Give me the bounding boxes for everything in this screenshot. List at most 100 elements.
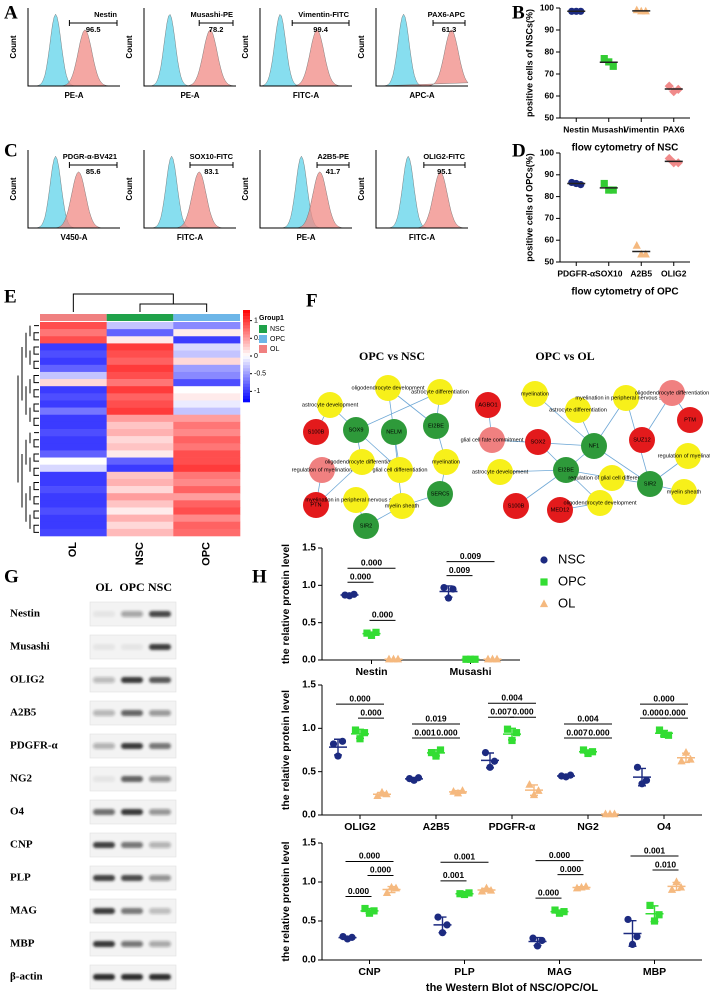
group-bar — [106, 314, 174, 321]
heatmap-cell — [40, 521, 107, 530]
y-tick-label: 60 — [545, 234, 555, 244]
data-point — [356, 735, 364, 743]
heatmap-cell — [173, 343, 241, 351]
y-axis-label: Count — [357, 35, 366, 58]
x-tick-label: A2B5 — [423, 821, 450, 833]
data-point — [672, 877, 681, 886]
heatmap-cell — [40, 436, 107, 444]
x-tick-label: OLIG2 — [661, 268, 687, 278]
data-point — [655, 726, 664, 734]
p-value: 0.009 — [449, 565, 471, 575]
heatmap-cell — [173, 464, 241, 473]
axes — [559, 153, 690, 263]
heatmap-cell — [40, 336, 107, 344]
color-scale — [243, 398, 250, 403]
heatmap-cell — [40, 464, 107, 473]
row-dendrogram — [33, 496, 39, 505]
data-point — [664, 731, 673, 739]
heatmap-cell — [40, 457, 107, 465]
color-scale — [243, 362, 250, 366]
x-tick-label: PAX6 — [663, 124, 685, 134]
p-value: 0.001 — [454, 851, 476, 861]
data-point — [555, 909, 564, 917]
blot-band — [93, 974, 115, 980]
network-node — [599, 465, 625, 491]
node-label: PTM — [684, 417, 696, 423]
y-tick-label: 60 — [545, 90, 555, 100]
heatmap-cell — [173, 400, 241, 408]
heatmap-cell — [40, 507, 107, 515]
data-point — [667, 885, 677, 893]
heatmap-cell — [173, 486, 241, 494]
protein-label: PDGFR-α — [10, 740, 59, 752]
axes — [321, 548, 520, 661]
data-point — [438, 929, 447, 937]
x-tick-label: NG2 — [577, 821, 599, 833]
network-node — [317, 392, 343, 418]
x-axis-label: the Western Blot of NSC/OPC/OL — [426, 982, 598, 994]
protein-label: MBP — [10, 938, 35, 950]
row-dendrogram — [33, 375, 39, 384]
histogram-axes — [143, 150, 236, 229]
node-label: EI2BE — [558, 467, 574, 473]
heatmap-cell — [173, 357, 241, 366]
data-point — [577, 181, 585, 189]
p-value: 0.010 — [655, 859, 677, 869]
data-point — [503, 725, 512, 733]
row-dendrogram — [33, 389, 39, 398]
data-point — [373, 791, 382, 800]
row-dendrogram — [33, 332, 39, 341]
blot-band — [121, 842, 143, 848]
heatmap-cell — [106, 350, 174, 358]
color-scale — [243, 313, 250, 317]
heatmap-cell — [106, 507, 174, 515]
node-label: oligodendrocyte development — [563, 500, 637, 506]
heatmap-cell — [106, 471, 174, 480]
gate-percent: 85.6 — [86, 167, 101, 176]
data-point — [681, 748, 691, 756]
data-point — [440, 583, 448, 592]
data-point — [361, 904, 369, 913]
network-node — [677, 407, 703, 433]
heatmap-cell — [40, 371, 107, 380]
heatmap-cell — [173, 528, 241, 537]
data-point — [529, 934, 537, 942]
heatmap-cell — [173, 386, 241, 394]
histogram-axes — [27, 8, 120, 87]
heatmap-cell — [40, 343, 107, 351]
y-tick-label: 1.0 — [302, 580, 316, 591]
node-label: astrocyte development — [472, 469, 529, 475]
heatmap-cell — [106, 379, 174, 387]
gate-percent: 99.4 — [313, 25, 328, 34]
data-point — [529, 790, 539, 799]
y-axis-label: Count — [241, 177, 250, 200]
protein-label: MAG — [10, 905, 37, 917]
heatmap-cell — [173, 336, 241, 344]
gate-marker: Musashi-PE — [190, 10, 233, 19]
data-point — [329, 740, 338, 748]
scale-tick-label: 1 — [254, 317, 258, 324]
y-tick-label: 80 — [545, 46, 555, 56]
network-node — [427, 481, 453, 507]
heatmap-cell — [173, 350, 241, 358]
blot-band — [93, 644, 115, 650]
protein-label: Nestin — [10, 608, 40, 620]
network-edge — [534, 393, 595, 447]
axes — [559, 8, 690, 119]
p-value: 0.000 — [370, 865, 392, 875]
data-point — [490, 757, 499, 765]
data-point — [642, 776, 651, 784]
y-tick-label: 90 — [545, 24, 555, 34]
heatmap-cell — [173, 443, 241, 451]
x-tick-label: Musashi — [449, 666, 491, 678]
y-axis-label: Count — [125, 177, 134, 200]
data-point — [525, 780, 534, 788]
y-tick-label: 1.0 — [302, 877, 316, 888]
node-label: SOX2 — [531, 439, 546, 445]
blot-band — [149, 809, 171, 815]
heatmap-cell — [173, 393, 241, 401]
gate-percent: 83.1 — [204, 167, 219, 176]
p-value: 0.001 — [414, 727, 436, 737]
gate-marker: Vimentin-FITC — [298, 10, 349, 19]
